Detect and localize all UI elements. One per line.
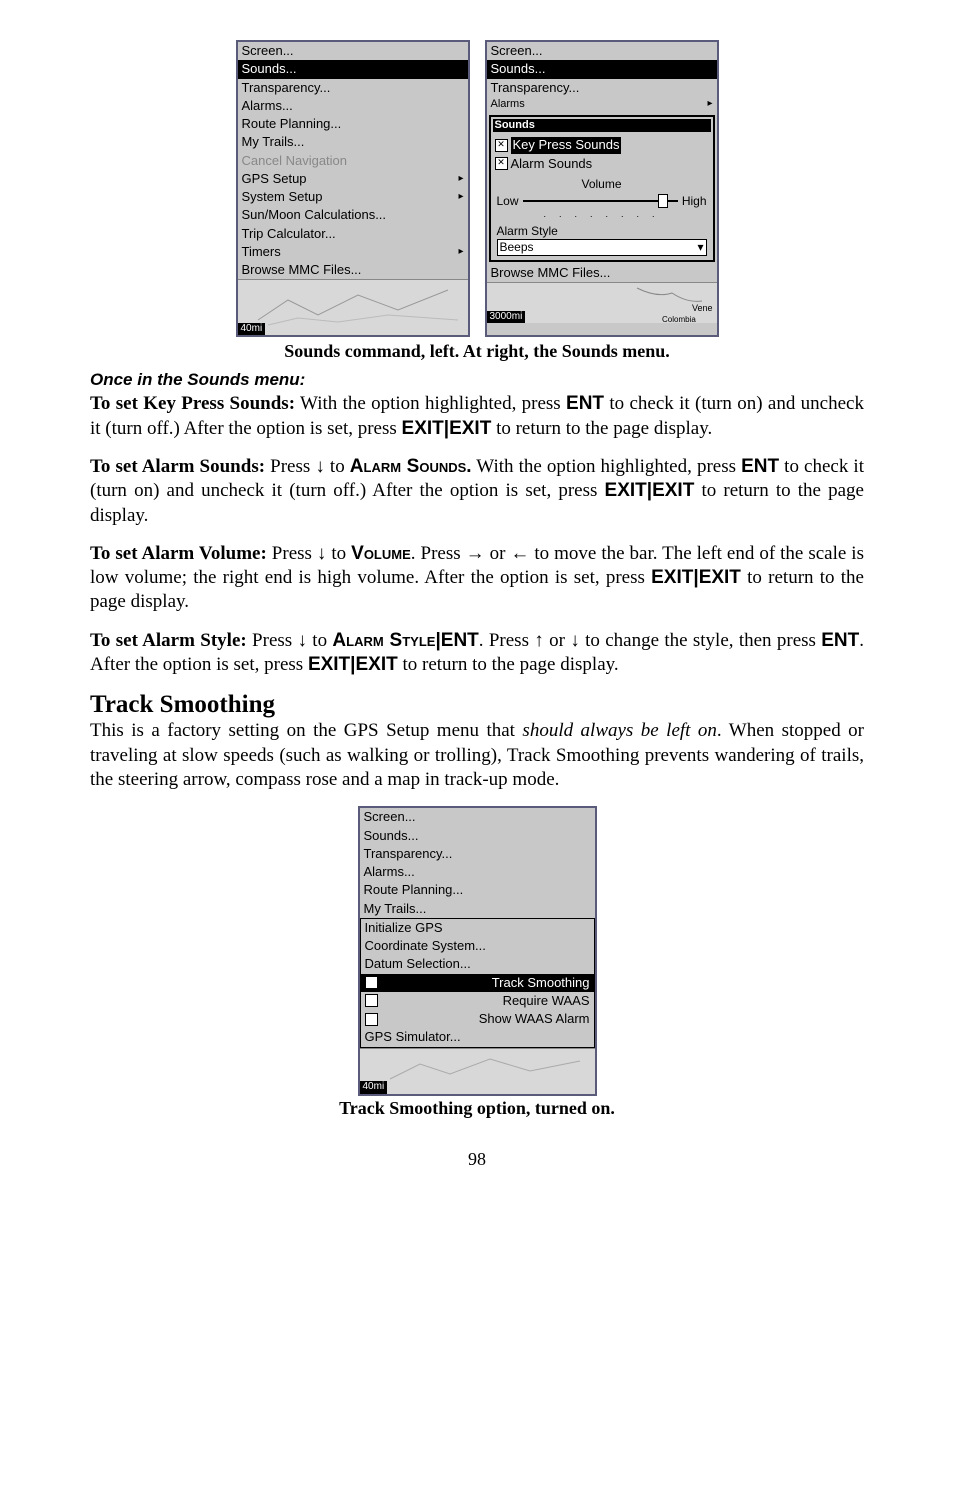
right-browse-mmc: Browse MMC Files... xyxy=(487,264,717,282)
left-map-scale: 40mi xyxy=(238,323,266,336)
fig2-map-preview: 40mi xyxy=(360,1048,595,1094)
left-menu-item: Transparency... xyxy=(238,79,468,97)
left-map-preview: 40mi xyxy=(238,279,468,335)
right-device-screen: Screen... Sounds... Transparency... Alar… xyxy=(485,40,719,337)
left-menu-item: Timers▸ xyxy=(238,243,468,261)
left-menu-item: Sounds... xyxy=(238,60,468,78)
fig2-menu-item: My Trails... xyxy=(360,900,595,918)
figure1-caption: Sounds command, left. At right, the Soun… xyxy=(90,341,864,362)
alarm-volume-paragraph: To set Alarm Volume: Press ↓ to Volume. … xyxy=(90,542,864,615)
left-menu-item: Browse MMC Files... xyxy=(238,261,468,279)
fig2-menu-item: Transparency... xyxy=(360,845,595,863)
left-menu-item: System Setup▸ xyxy=(238,188,468,206)
figure-sounds-screens: Screen...Sounds...Transparency...Alarms.… xyxy=(90,40,864,337)
volume-slider: Low High xyxy=(493,192,711,211)
key-press-paragraph: To set Key Press Sounds: With the option… xyxy=(90,392,864,441)
fig2-menu-item: Sounds... xyxy=(360,827,595,845)
slider-ticks: · · · · · · · · xyxy=(493,211,711,222)
page-number: 98 xyxy=(90,1149,864,1170)
svg-text:Colombia: Colombia xyxy=(662,315,696,323)
figure2-caption: Track Smoothing option, turned on. xyxy=(90,1098,864,1119)
key-press-sounds-option: ✕ Key Press Sounds xyxy=(493,136,711,154)
right-menu-alarms-partial: Alarms▸ xyxy=(487,97,717,113)
popup-title: Sounds xyxy=(493,119,711,133)
fig2-menu-item: Alarms... xyxy=(360,863,595,881)
fig2-submenu-item: Datum Selection... xyxy=(361,955,594,973)
left-menu-item: Alarms... xyxy=(238,97,468,115)
left-menu-item: Trip Calculator... xyxy=(238,225,468,243)
left-menu-list: Screen...Sounds...Transparency...Alarms.… xyxy=(238,42,468,279)
chevron-down-icon: ▾ xyxy=(697,240,703,255)
figure-track-smoothing: Screen...Sounds...Transparency...Alarms.… xyxy=(90,806,864,1095)
svg-text:Vene: Vene xyxy=(692,303,713,313)
fig2-submenu-item: Initialize GPS xyxy=(361,919,594,937)
once-in-sounds-heading: Once in the Sounds menu: xyxy=(90,370,864,390)
fig2-submenu-item: Coordinate System... xyxy=(361,937,594,955)
track-smoothing-heading: Track Smoothing xyxy=(90,691,864,719)
volume-label: Volume xyxy=(493,173,711,192)
right-menu-screen: Screen... xyxy=(487,42,717,60)
left-menu-item: GPS Setup▸ xyxy=(238,170,468,188)
alarm-sounds-option: ✕ Alarm Sounds xyxy=(493,155,711,173)
alarm-style-dropdown: Beeps ▾ xyxy=(497,239,707,256)
left-menu-item: Route Planning... xyxy=(238,115,468,133)
fig2-map-scale: 40mi xyxy=(360,1081,388,1094)
fig2-submenu-item: GPS Simulator... xyxy=(361,1028,594,1046)
alarm-style-paragraph: To set Alarm Style: Press ↓ to Alarm Sty… xyxy=(90,629,864,678)
track-smoothing-paragraph: This is a factory setting on the GPS Set… xyxy=(90,719,864,792)
fig2-menu-item: Screen... xyxy=(360,808,595,826)
right-menu-transparency: Transparency... xyxy=(487,79,717,97)
left-menu-item: Cancel Navigation xyxy=(238,152,468,170)
alarm-sounds-paragraph: To set Alarm Sounds: Press ↓ to Alarm So… xyxy=(90,455,864,528)
left-menu-item: Screen... xyxy=(238,42,468,60)
right-menu-sounds: Sounds... xyxy=(487,60,717,78)
fig2-submenu-item: Show WAAS Alarm xyxy=(361,1010,594,1028)
left-device-screen: Screen...Sounds...Transparency...Alarms.… xyxy=(236,40,470,337)
right-map-preview: Vene Colombia 3000mi xyxy=(487,282,717,323)
track-device-screen: Screen...Sounds...Transparency...Alarms.… xyxy=(358,806,597,1095)
fig2-submenu-item: ✕Track Smoothing xyxy=(361,974,594,992)
fig2-menu-item: Route Planning... xyxy=(360,881,595,899)
sounds-popup: Sounds ✕ Key Press Sounds ✕ Alarm Sounds… xyxy=(489,115,715,263)
alarm-style-group: Alarm Style Beeps ▾ xyxy=(493,222,711,258)
left-menu-item: My Trails... xyxy=(238,133,468,151)
checkbox-checked-icon: ✕ xyxy=(495,139,508,152)
fig2-submenu-item: Require WAAS xyxy=(361,992,594,1010)
checkbox-checked-icon: ✕ xyxy=(495,157,508,170)
right-map-scale: 3000mi xyxy=(487,311,526,324)
left-menu-item: Sun/Moon Calculations... xyxy=(238,206,468,224)
